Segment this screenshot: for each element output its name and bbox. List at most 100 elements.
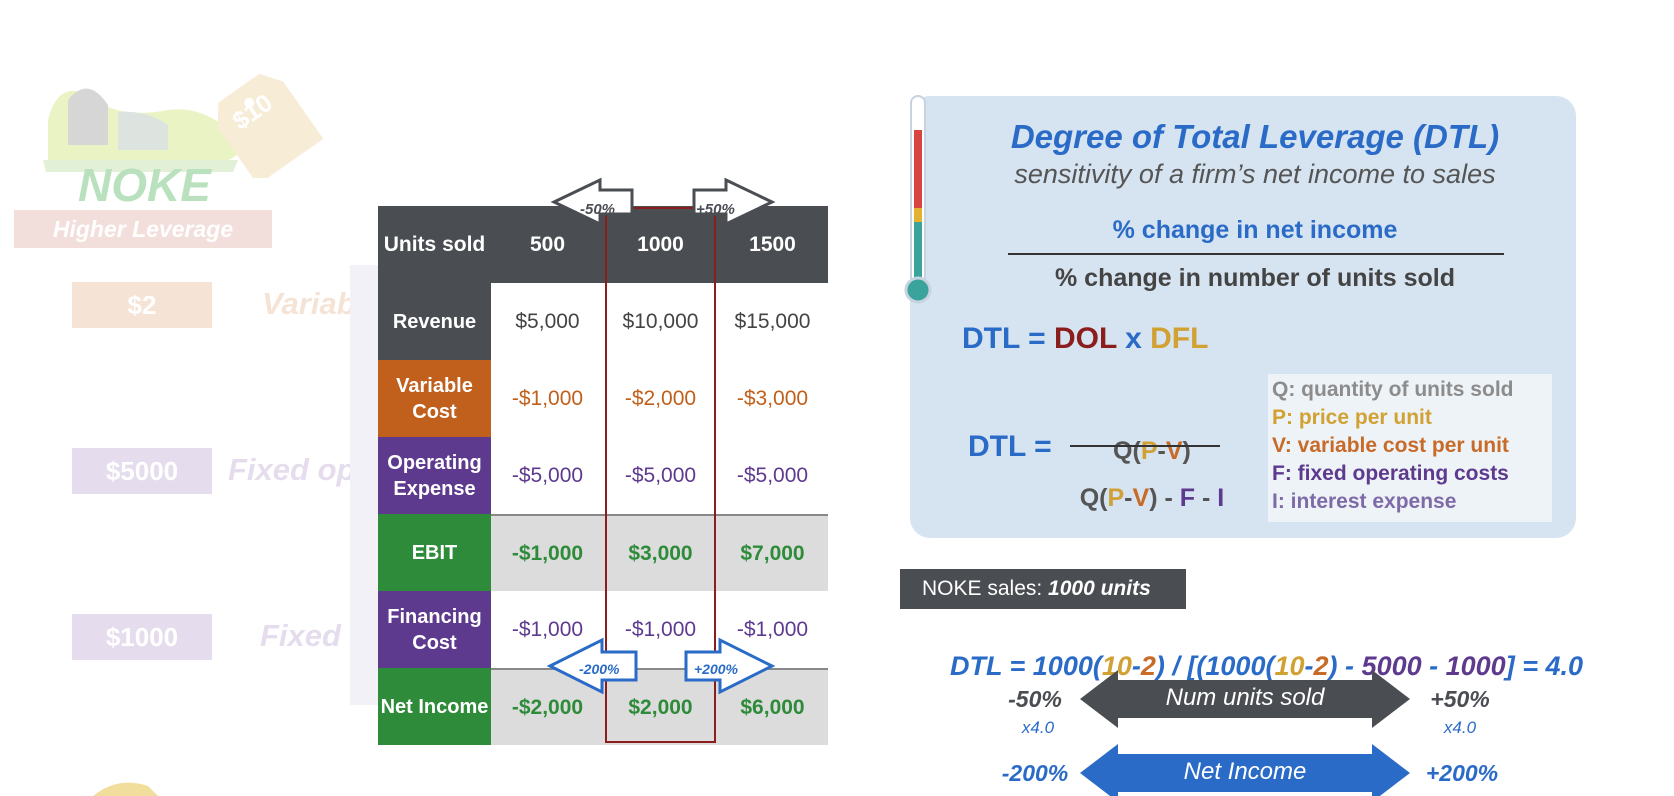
legend-item: Q: quantity of units sold bbox=[1272, 378, 1514, 401]
leverage-banner: Higher Leverage bbox=[14, 210, 272, 248]
table-cell: $5,000 bbox=[491, 283, 604, 360]
table-cell: -$1,000 bbox=[491, 591, 604, 668]
table-cell: -$5,000 bbox=[491, 437, 604, 514]
left-value-chip: $1000 bbox=[72, 614, 212, 660]
legend-item: I: interest expense bbox=[1272, 490, 1457, 513]
calc-interest: 1000 bbox=[1445, 651, 1506, 681]
table-cell: -$1,000 bbox=[491, 514, 604, 591]
panel-subtitle: sensitivity of a firm’s net income to sa… bbox=[1014, 159, 1496, 189]
dtl-calculation: DTL = 1000(10-2) / [(1000(10-2) - 5000 -… bbox=[935, 620, 1583, 682]
calc-result: ] = 4.0 bbox=[1505, 651, 1583, 681]
units-right-mult: x4.0 bbox=[1443, 718, 1477, 737]
faded-shape-icon bbox=[93, 782, 158, 796]
header-units-sold: Units sold bbox=[378, 206, 491, 283]
formula-lhs: DTL = bbox=[968, 430, 1052, 463]
fd-minus: - bbox=[1124, 484, 1133, 512]
fn-close: ) bbox=[1182, 437, 1191, 465]
row-label: Variable Cost bbox=[378, 360, 491, 437]
fd-f: F bbox=[1179, 484, 1196, 512]
income-arrow bbox=[1080, 744, 1410, 796]
bottom-arrow-right-label: +200% bbox=[694, 661, 738, 677]
calc-fixed: 5000 bbox=[1361, 651, 1422, 681]
income-table: Units sold 500 1000 1500 Revenue $5,000 $1… bbox=[378, 206, 828, 746]
ratio-numerator: % change in net income bbox=[1112, 216, 1398, 244]
top-percent-arrows bbox=[550, 177, 776, 227]
row-label: Operating Expense bbox=[378, 437, 491, 514]
income-right-pct: +200% bbox=[1425, 760, 1499, 786]
fn-p: P bbox=[1140, 437, 1158, 465]
dtl-eq-dol: DOL bbox=[1053, 322, 1117, 355]
units-right-pct: +50% bbox=[1430, 686, 1490, 712]
fn-v: V bbox=[1165, 437, 1183, 465]
income-arrow-label: Net Income bbox=[1183, 758, 1307, 785]
brand-name: NOKE bbox=[78, 159, 211, 211]
fd-minus2: - bbox=[1195, 484, 1218, 512]
row-label: Revenue bbox=[378, 283, 491, 360]
sales-badge-prefix: NOKE sales: bbox=[922, 577, 1049, 600]
units-left-mult: x4.0 bbox=[1021, 718, 1055, 737]
fd-q: Q( bbox=[1079, 484, 1108, 512]
left-value-label: Fixed oper bbox=[228, 452, 385, 487]
row-label: EBIT bbox=[378, 514, 491, 591]
header-col: 1000 bbox=[604, 206, 717, 283]
bottom-percent-arrows bbox=[546, 637, 776, 695]
calc-part: DTL = 1000( bbox=[950, 651, 1102, 681]
left-value-chip: $5000 bbox=[72, 448, 212, 494]
dtl-eq-dfl: DFL bbox=[1150, 322, 1209, 355]
units-arrow bbox=[1080, 670, 1410, 728]
left-value-chip: $2 bbox=[72, 282, 212, 328]
bottom-arrow-left-label: -200% bbox=[579, 661, 620, 677]
dtl-eq-x: x bbox=[1116, 322, 1151, 355]
legend-item: P: price per unit bbox=[1272, 406, 1432, 429]
units-left-pct: -50% bbox=[1008, 686, 1062, 712]
calc-part: - bbox=[1304, 651, 1314, 681]
fd-i: I bbox=[1217, 484, 1225, 512]
sales-badge-value: 1000 units bbox=[1048, 577, 1151, 600]
income-left-pct: -200% bbox=[1001, 760, 1069, 786]
header-col: 500 bbox=[491, 206, 604, 283]
left-value-label: Fixed fin bbox=[260, 618, 388, 653]
table-cell: $6,000 bbox=[717, 668, 828, 745]
table-cell: -$1,000 bbox=[491, 360, 604, 437]
table-cell: -$5,000 bbox=[604, 437, 717, 514]
legend-item: F: fixed operating costs bbox=[1272, 462, 1509, 485]
panel-title: Degree of Total Leverage (DTL) bbox=[1010, 118, 1500, 155]
fd-v: V bbox=[1132, 484, 1150, 512]
fn-q: Q( bbox=[1113, 437, 1141, 465]
calc-var: 2 bbox=[1313, 651, 1329, 681]
calc-price: 10 bbox=[1274, 651, 1305, 681]
formula-denominator: Q(P-V) - F - I bbox=[1060, 455, 1230, 513]
top-arrow-right-label: +50% bbox=[696, 201, 735, 218]
fd-close: ) - bbox=[1149, 484, 1180, 512]
calc-part: ) / [(1000( bbox=[1155, 651, 1275, 681]
formula-divider bbox=[1070, 445, 1220, 447]
left-value-label: Variable bbox=[262, 286, 382, 321]
thermometer-icon bbox=[904, 95, 932, 304]
calc-var: 2 bbox=[1140, 651, 1156, 681]
ratio-denominator: % change in number of units sold bbox=[1054, 264, 1456, 292]
formula-numerator: Q(P-V) bbox=[1070, 408, 1220, 466]
fd-p: P bbox=[1107, 484, 1125, 512]
shoe-icon bbox=[43, 88, 240, 172]
ratio-divider bbox=[1008, 253, 1504, 255]
legend-item: V: variable cost per unit bbox=[1272, 434, 1509, 457]
units-arrow-label: Num units sold bbox=[1165, 684, 1325, 711]
table-cell: $10,000 bbox=[604, 283, 717, 360]
price-tag-icon bbox=[217, 73, 324, 178]
table-cell: $15,000 bbox=[717, 283, 828, 360]
calc-part: ) - bbox=[1328, 651, 1362, 681]
table-cell: $7,000 bbox=[717, 514, 828, 591]
row-label: Net Income bbox=[378, 668, 491, 745]
table-cell: $3,000 bbox=[604, 514, 717, 591]
table-cell: -$2,000 bbox=[604, 360, 717, 437]
table-cell: -$5,000 bbox=[717, 437, 828, 514]
variable-legend: Q: quantity of units sold P: price per un… bbox=[1268, 374, 1552, 522]
table-cell: -$3,000 bbox=[717, 360, 828, 437]
calc-part: - bbox=[1131, 651, 1141, 681]
dtl-eq-lhs: DTL = bbox=[962, 322, 1054, 355]
row-label: Financing Cost bbox=[378, 591, 491, 668]
top-arrow-left-label: -50% bbox=[580, 201, 616, 218]
sales-badge: NOKE sales: 1000 units bbox=[900, 569, 1186, 609]
calc-part: - bbox=[1421, 651, 1446, 681]
highlight-column bbox=[605, 207, 716, 743]
